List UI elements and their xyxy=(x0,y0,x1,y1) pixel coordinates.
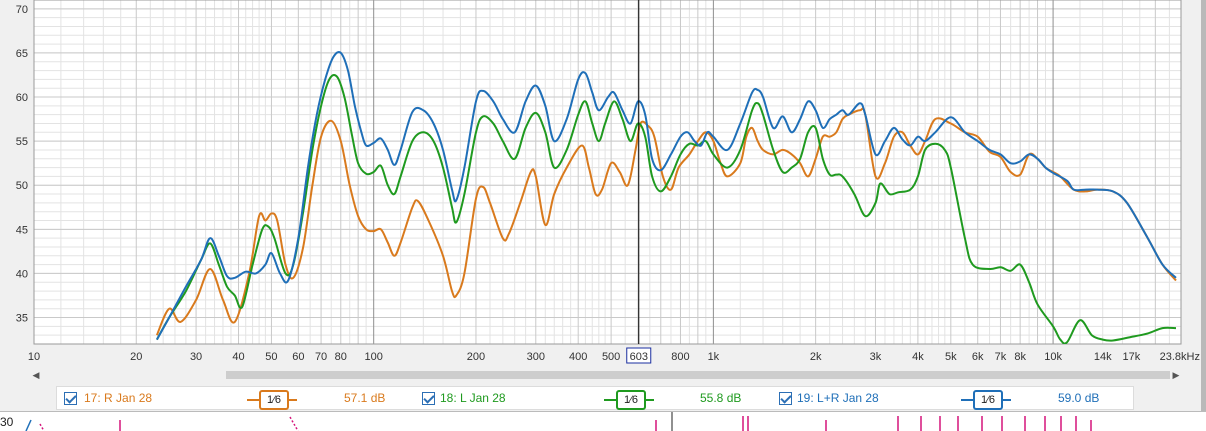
scroll-left-arrow-icon[interactable]: ◀ xyxy=(32,370,40,380)
legend-label-r: 17: R Jan 28 xyxy=(84,391,153,405)
checkbox-r[interactable] xyxy=(64,392,77,405)
x-tick-label: 50 xyxy=(265,351,277,363)
x-tick-label: 5k xyxy=(945,351,957,363)
legend-item-l: 18: L Jan 28 1⁄6 55.8 dB xyxy=(417,387,777,411)
plot-border xyxy=(33,0,1182,345)
y-tick-label: 55 xyxy=(16,136,28,148)
legend-bar: 17: R Jan 28 1⁄6 57.1 dB 18: L Jan 28 1⁄… xyxy=(56,386,1134,410)
y-tick-label: 50 xyxy=(16,180,28,192)
x-tick-label: 8k xyxy=(1014,351,1026,363)
x-tick-label: 6k xyxy=(972,351,984,363)
x-tick-label: 300 xyxy=(527,351,545,363)
x-tick-label: 2k xyxy=(810,351,822,363)
legend-item-lr: 19: L+R Jan 28 1⁄6 59.0 dB xyxy=(777,387,1133,411)
smoothing-control-l[interactable]: 1⁄6 xyxy=(604,390,654,410)
x-tick-label: 23.8kHz xyxy=(1160,351,1200,363)
x-tick-label: 3k xyxy=(870,351,882,363)
strip-axis-label: 30 xyxy=(0,415,14,429)
series-line-1 xyxy=(155,107,1177,336)
y-tick-label: 35 xyxy=(16,313,28,325)
y-tick-label: 65 xyxy=(16,48,28,60)
scroll-thumb[interactable] xyxy=(226,371,1170,379)
series-line-2 xyxy=(155,73,1177,344)
x-tick-label: 30 xyxy=(190,351,202,363)
legend-value-l: 55.8 dB xyxy=(700,391,742,405)
x-tick-label: 400 xyxy=(569,351,587,363)
y-tick-label: 40 xyxy=(16,268,28,280)
x-tick-label: 80 xyxy=(335,351,347,363)
x-tick-label: 500 xyxy=(602,351,620,363)
checkbox-lr[interactable] xyxy=(779,392,792,405)
y-tick-label: 70 xyxy=(16,4,28,16)
y-tick-label: 45 xyxy=(16,224,28,236)
cursor-label-box xyxy=(626,347,652,364)
x-tick-label: 60 xyxy=(292,351,304,363)
x-tick-label: 4k xyxy=(912,351,924,363)
x-tick-label: 40 xyxy=(232,351,244,363)
x-tick-label: 100 xyxy=(365,351,383,363)
frequency-response-chart[interactable]: 35 40 45 50 55 60 65 70 10 20 30 40 50 60 70 80 100 200 30… xyxy=(0,0,1206,372)
x-tick-label: 200 xyxy=(467,351,485,363)
secondary-graph-strip[interactable]: 30 xyxy=(0,411,1206,431)
series-line-3 xyxy=(155,51,1177,341)
x-tick-label: 70 xyxy=(315,351,327,363)
legend-value-lr: 59.0 dB xyxy=(1058,391,1100,405)
x-tick-label: 1k xyxy=(708,351,720,363)
x-tick-label: 10k xyxy=(1044,351,1062,363)
x-tick-label: 800 xyxy=(671,351,689,363)
legend-value-r: 57.1 dB xyxy=(344,391,386,405)
legend-label-l: 18: L Jan 28 xyxy=(440,391,506,405)
x-tick-label: 14k xyxy=(1094,351,1112,363)
smoothing-control-lr[interactable]: 1⁄6 xyxy=(961,390,1011,410)
strip-markers xyxy=(25,412,1092,431)
checkbox-l[interactable] xyxy=(422,392,435,405)
legend-item-r: 17: R Jan 28 1⁄6 57.1 dB xyxy=(57,387,417,411)
y-tick-label: 60 xyxy=(16,92,28,104)
window-edge xyxy=(1201,0,1206,411)
legend-label-lr: 19: L+R Jan 28 xyxy=(797,391,879,405)
cursor-label: 603 xyxy=(630,351,648,363)
x-tick-label: 7k xyxy=(995,351,1007,363)
scroll-right-arrow-icon[interactable]: ▶ xyxy=(1172,370,1180,380)
x-tick-label: 20 xyxy=(130,351,142,363)
horizontal-scrollbar[interactable]: ◀ ▶ xyxy=(30,369,1182,381)
smoothing-control-r[interactable]: 1⁄6 xyxy=(247,390,297,410)
x-tick-label: 17k xyxy=(1122,351,1140,363)
x-tick-label: 10 xyxy=(28,351,40,363)
